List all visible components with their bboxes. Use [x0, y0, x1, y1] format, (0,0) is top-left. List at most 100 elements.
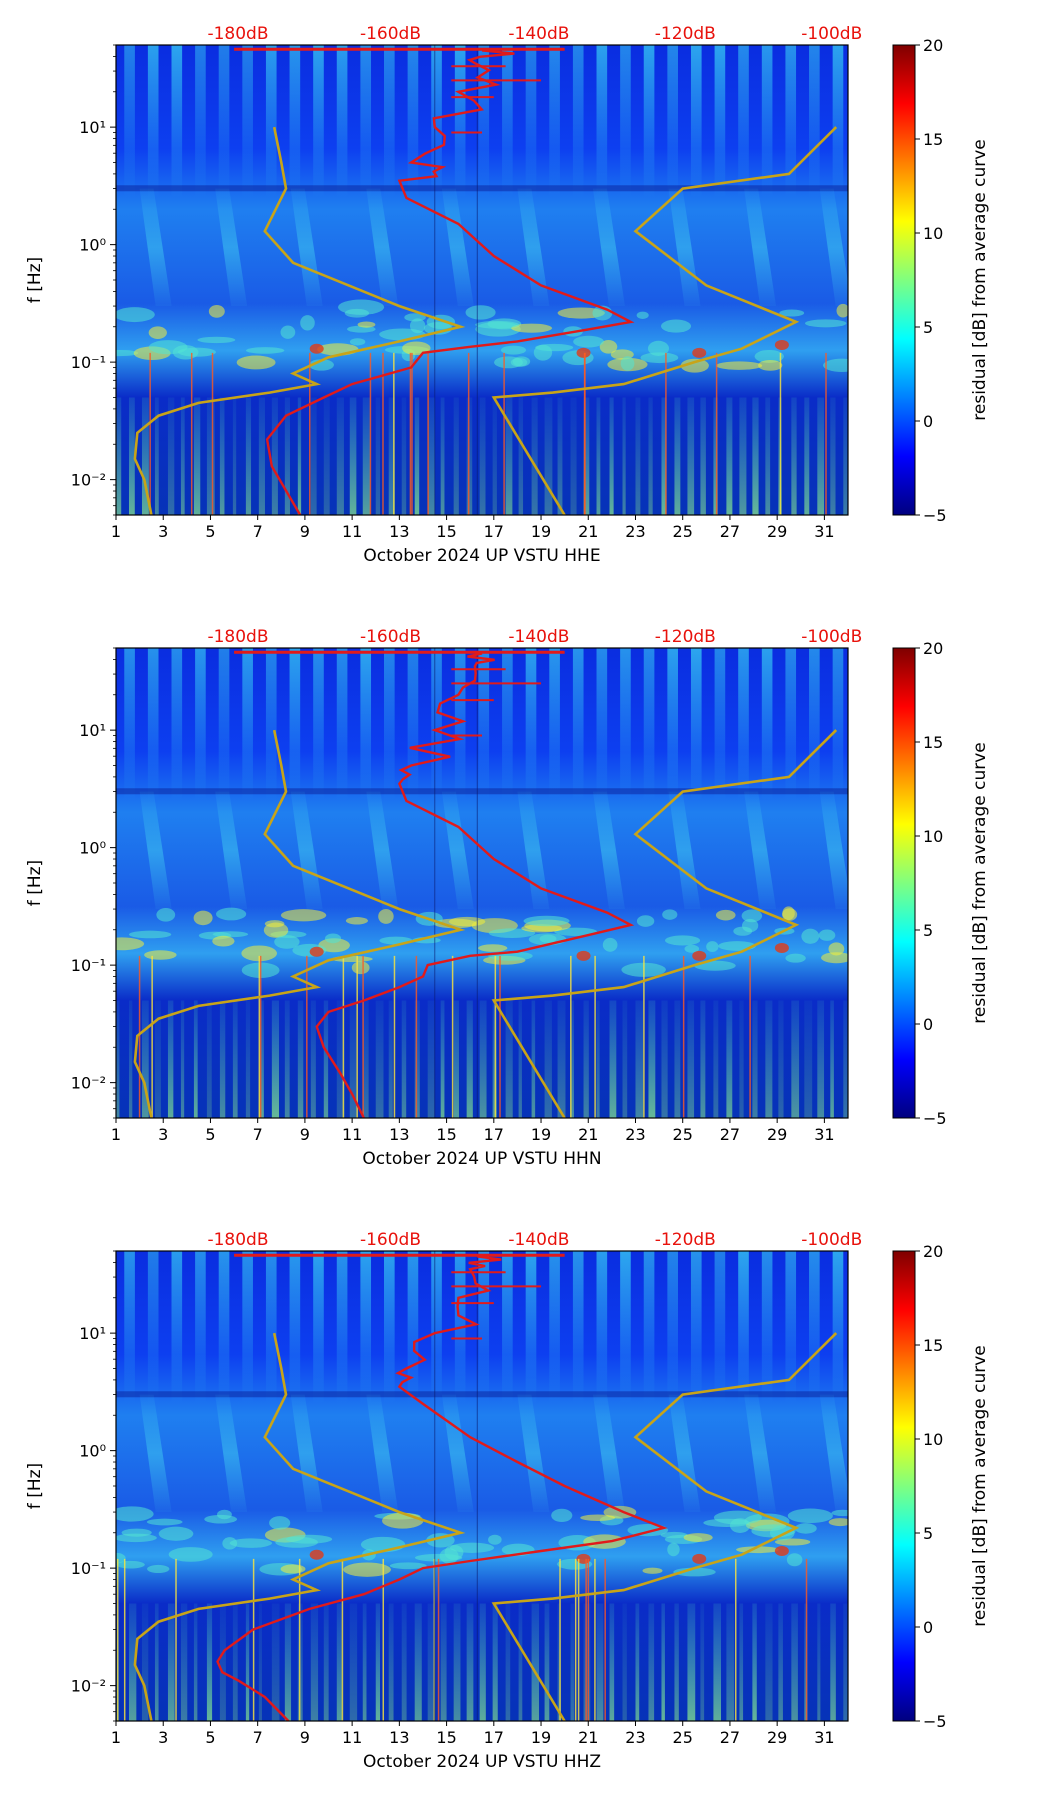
hf-streak: [690, 45, 702, 198]
colorbar-label: residual [dB] from average curve: [970, 139, 990, 420]
microseism-blob: [716, 361, 763, 370]
lf-column: [791, 1603, 798, 1721]
x-tick-label: 3: [158, 1125, 168, 1144]
high-noise-model-curve: [491, 1332, 838, 1721]
microseism-blob: [449, 1542, 495, 1553]
x-tick-label: 5: [205, 522, 215, 541]
lf-column: [518, 1603, 523, 1721]
hf-streak: [124, 1251, 135, 1404]
microseism-blob: [264, 920, 285, 928]
hf-streak: [384, 648, 395, 801]
x-tick-label: 11: [342, 1728, 362, 1747]
hf-streak: [336, 648, 348, 801]
lf-column: [427, 1603, 435, 1721]
hotspot: [576, 347, 591, 358]
lf-column: [271, 397, 278, 515]
lf-column: [505, 1603, 511, 1721]
microseism-blob: [217, 1509, 232, 1520]
microseism-blob: [794, 1523, 817, 1534]
lf-column: [271, 1603, 280, 1721]
lf-column: [232, 1603, 238, 1721]
hf-streak: [478, 648, 490, 801]
microseism-blob: [389, 1562, 427, 1570]
lf-column: [401, 397, 407, 515]
colorbar-tick-label: 5: [923, 1524, 933, 1543]
x-axis-label: October 2024 UP VSTU HHN: [362, 1149, 601, 1169]
wave-swath: [668, 791, 701, 910]
microseism-blob: [500, 345, 527, 355]
microseism-blob: [488, 928, 536, 938]
hf-streak: [596, 45, 608, 198]
microseism-blob: [511, 323, 553, 333]
lf-column: [180, 1603, 188, 1721]
lf-column: [362, 1000, 369, 1118]
wave-swath: [290, 791, 323, 910]
x-tick-label: 23: [625, 522, 645, 541]
db-scale-label: -120dB: [655, 24, 716, 44]
lf-column: [596, 1000, 600, 1118]
lf-column: [843, 1603, 848, 1721]
x-tick-label: 13: [389, 1125, 409, 1144]
lf-column: [116, 1000, 120, 1118]
x-tick-label: 19: [531, 522, 551, 541]
microseism-blob: [197, 336, 236, 344]
microseism-blob: [664, 935, 701, 946]
hf-streak: [832, 1251, 844, 1404]
x-tick-label: 5: [205, 1125, 215, 1144]
x-tick-label: 25: [673, 1125, 693, 1144]
db-scale-label: -100dB: [801, 627, 862, 647]
lf-column: [544, 397, 553, 515]
hf-streak: [289, 648, 301, 801]
hf-streak: [525, 648, 537, 801]
lf-column: [765, 1603, 773, 1721]
hf-streak: [572, 45, 584, 198]
microseism-blob: [343, 1562, 391, 1577]
hf-streak: [714, 1251, 726, 1404]
lf-column: [518, 1000, 522, 1118]
lf-column: [791, 397, 797, 515]
colorbar-tick-label: 0: [923, 1618, 933, 1637]
microseism-blob: [351, 961, 370, 975]
wave-swath: [744, 1394, 777, 1513]
hf-streak: [832, 45, 844, 198]
x-tick-label: 29: [767, 1728, 787, 1747]
microseism-blob: [158, 1526, 194, 1541]
lf-column: [193, 397, 201, 515]
hf-streak: [313, 45, 324, 198]
microseism-blob: [318, 938, 350, 953]
hf-streak: [407, 45, 419, 198]
lf-column: [284, 397, 290, 515]
x-tick-label: 3: [158, 1728, 168, 1747]
lf-column: [336, 1603, 343, 1721]
lf-column: [765, 1000, 773, 1118]
lf-column: [245, 1000, 251, 1118]
wave-swath: [668, 188, 701, 307]
wave-swath: [592, 1394, 625, 1513]
colorbar-tick-label: −5: [923, 1109, 947, 1128]
microseism-blob: [212, 935, 235, 947]
y-tick-label: 10⁻²: [71, 471, 106, 490]
colorbar-tick-label: 15: [923, 733, 943, 752]
microseism-blob: [116, 349, 139, 357]
lf-column: [349, 1000, 357, 1118]
x-tick-label: 1: [111, 1728, 121, 1747]
microseism-blob: [300, 315, 315, 331]
microseism-blob: [782, 908, 798, 921]
low-noise-model-curve: [133, 729, 466, 1118]
lf-column: [310, 1000, 316, 1118]
x-tick-label: 5: [205, 1728, 215, 1747]
microseism-blob: [640, 352, 679, 364]
microseism-blob: [116, 1506, 154, 1522]
microseism-blob: [636, 915, 655, 927]
hf-streak: [502, 1251, 513, 1404]
hf-streak: [549, 1251, 560, 1404]
lf-column: [401, 1603, 407, 1721]
y-axis-label: f [Hz]: [25, 860, 45, 906]
lf-column: [557, 1603, 561, 1721]
lf-column: [492, 1603, 498, 1721]
hf-streak: [147, 648, 159, 801]
wave-swath: [139, 791, 172, 910]
microseism-blob: [804, 319, 847, 328]
x-tick-label: 31: [814, 1125, 834, 1144]
